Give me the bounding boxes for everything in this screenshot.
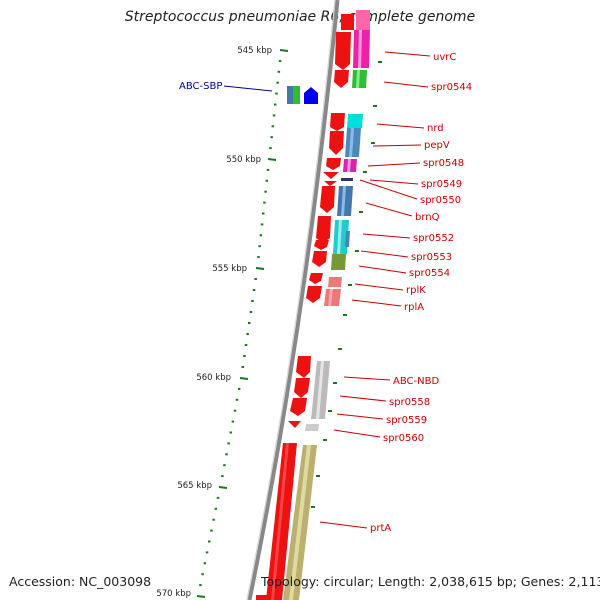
functional-class-blocks xyxy=(283,10,370,600)
class-block-spr0549 xyxy=(341,178,353,181)
label-leaders xyxy=(319,51,431,529)
gene-arrow-spr0544 xyxy=(334,70,349,88)
gene-arrow-abc-nbd xyxy=(296,356,311,378)
class-block-spr0560 xyxy=(305,424,319,431)
gene-arrow-spr0548 xyxy=(326,158,341,170)
gene-block xyxy=(341,14,354,30)
class-block xyxy=(356,10,370,30)
label-spr0559: spr0559 xyxy=(386,415,427,426)
kbp-ruler xyxy=(196,49,382,598)
gene-arrow-spr0560 xyxy=(288,421,301,428)
genome-backbone-highlight xyxy=(246,0,336,600)
label-spr0549: spr0549 xyxy=(421,179,462,190)
ruler-label-570: 570 kbp xyxy=(156,589,191,599)
genome-title: Streptococcus pneumoniae R6, complete ge… xyxy=(124,9,476,25)
gene-arrow-spr0549 xyxy=(323,172,339,179)
label-spr0560: spr0560 xyxy=(383,433,424,444)
ruler-major-tick xyxy=(196,595,206,598)
label-pepV: pepV xyxy=(424,140,450,151)
gene-arrow-spr0558 xyxy=(294,378,310,398)
abc-sbp-arrow xyxy=(304,87,318,104)
gene-arrow-pepV xyxy=(329,131,344,155)
gene-arrow-spr0559 xyxy=(290,398,307,416)
gene-arrow-spr0553 xyxy=(314,240,329,250)
ruler-label-560: 560 kbp xyxy=(196,373,231,383)
gene-arrow-nrd xyxy=(330,113,345,131)
label-rplK: rplK xyxy=(406,285,426,296)
label-abc-sbp: ABC-SBP xyxy=(179,81,222,92)
class-block-rplA xyxy=(324,289,341,306)
label-nrd: nrd xyxy=(427,123,444,134)
genome-backbone xyxy=(246,0,340,600)
ruler-major-tick xyxy=(279,49,289,52)
label-spr0554: spr0554 xyxy=(409,268,450,279)
gene-arrow-spr0550 xyxy=(324,181,337,186)
gene-arrow-uvrC xyxy=(335,32,351,70)
ruler-major-tick xyxy=(255,267,265,270)
label-spr0548: spr0548 xyxy=(423,158,464,169)
abc-sbp-gene xyxy=(287,86,318,104)
label-abc-nbd: ABC-NBD xyxy=(393,376,439,387)
label-spr0552: spr0552 xyxy=(413,233,454,244)
label-rplA: rplA xyxy=(404,302,424,313)
gene-arrow-brnQ xyxy=(320,186,335,213)
ruler-major-tick xyxy=(267,158,277,161)
accession-text: Accession: NC_003098 xyxy=(9,574,152,589)
ruler-labels: 545 kbp 550 kbp 555 kbp 560 kbp 565 kbp … xyxy=(156,46,272,599)
ruler-major-tick xyxy=(218,486,228,489)
ruler-label-545: 545 kbp xyxy=(237,46,272,56)
label-prtA: prtA xyxy=(370,523,391,534)
ruler-label-550: 550 kbp xyxy=(226,155,261,165)
label-spr0558: spr0558 xyxy=(389,397,430,408)
gene-arrow-spr0552 xyxy=(316,216,331,243)
ruler-label-565: 565 kbp xyxy=(177,481,212,491)
topology-text: Topology: circular; Length: 2,038,615 bp… xyxy=(261,574,600,589)
class-block-spr0554 xyxy=(331,254,346,270)
class-block-spr0553 xyxy=(345,231,350,247)
gene-arrow-rplA xyxy=(306,286,322,303)
ruler-label-555: 555 kbp xyxy=(212,264,247,274)
label-spr0550: spr0550 xyxy=(420,195,461,206)
label-spr0553: spr0553 xyxy=(411,252,452,263)
label-brnQ: brnQ xyxy=(415,212,440,223)
class-block-rplK xyxy=(328,277,342,287)
abc-sbp-leader xyxy=(223,85,273,92)
gene-arrow-spr0554 xyxy=(312,251,327,267)
label-uvrC: uvrC xyxy=(433,52,456,63)
forward-strand-genes xyxy=(256,14,354,600)
class-block-nrd xyxy=(347,114,363,128)
gene-block xyxy=(256,595,270,600)
ruler-major-tick xyxy=(239,377,249,380)
label-spr0544: spr0544 xyxy=(431,82,472,93)
gene-arrow-rplK xyxy=(309,273,323,284)
